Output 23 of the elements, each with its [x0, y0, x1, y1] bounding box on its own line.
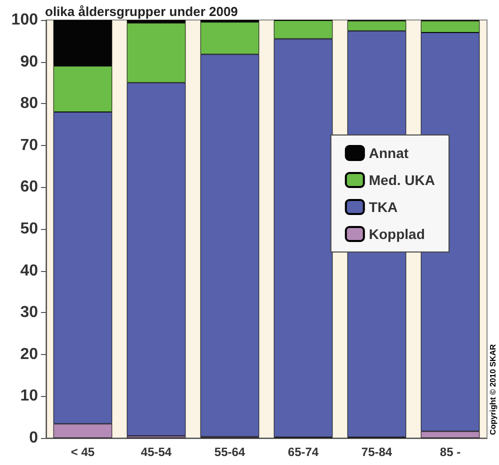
x-tick-label: 75-84 [361, 445, 392, 459]
legend-label: TKA [368, 199, 398, 215]
y-tick-label: 90 [20, 53, 38, 70]
y-tick-label: 60 [20, 178, 38, 196]
y-tick-label: 10 [20, 388, 38, 405]
y-tick-label: 80 [20, 95, 38, 112]
y-tick-label: 100 [11, 12, 38, 28]
chart-title: olika åldersgrupper under 2009 [45, 4, 238, 19]
y-tick-label: 50 [20, 220, 38, 238]
y-tick-label: 30 [20, 304, 38, 322]
x-tick-label: 85 - [440, 445, 461, 459]
y-tick-label: 40 [20, 262, 38, 280]
text: Copyright © 2010 SKAR [488, 344, 498, 435]
legend-label: Annat [368, 145, 409, 161]
x-tick-label: 45-54 [140, 445, 172, 459]
x-tick-label: 55-64 [214, 445, 246, 459]
y-tick-label: 70 [20, 136, 38, 154]
y-tick-label: 0 [29, 430, 38, 446]
x-tick-label: < 45 [70, 445, 95, 459]
legend-label: Kopplad [368, 226, 425, 242]
x-tick-label: 65-74 [288, 445, 319, 459]
y-tick-label: 20 [20, 346, 38, 363]
legend-label: Med. UKA [368, 172, 436, 188]
